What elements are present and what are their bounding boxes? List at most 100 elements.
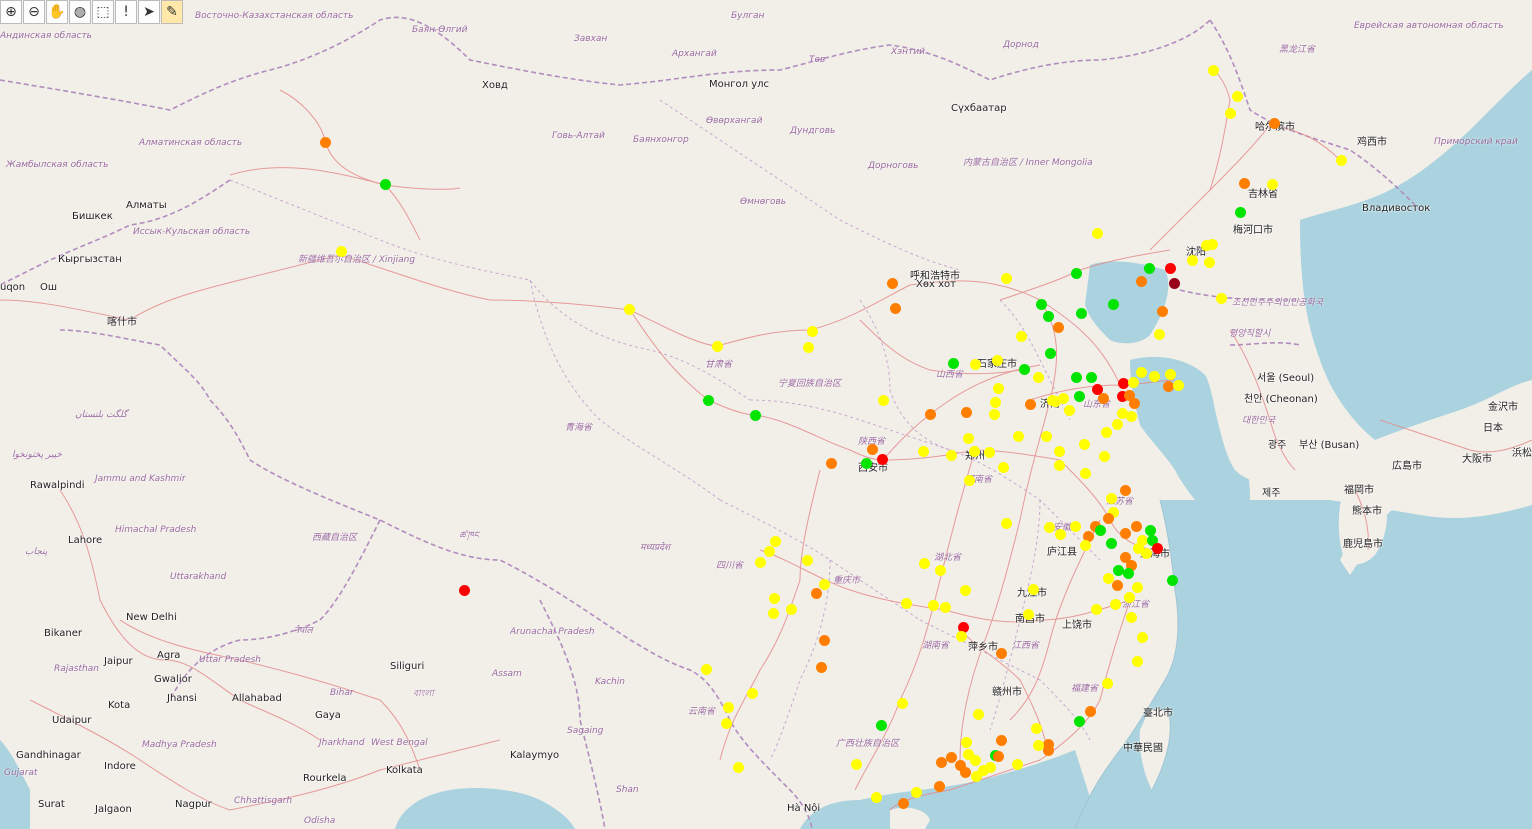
station-marker-yellow[interactable] xyxy=(746,687,758,699)
station-marker-yellow[interactable] xyxy=(1069,520,1081,532)
station-marker-yellow[interactable] xyxy=(962,748,974,760)
station-marker-orange[interactable] xyxy=(1082,530,1094,542)
station-marker-yellow[interactable] xyxy=(1186,254,1198,266)
station-marker-orange[interactable] xyxy=(1162,380,1174,392)
station-marker-yellow[interactable] xyxy=(1148,370,1160,382)
station-marker-yellow[interactable] xyxy=(970,770,982,782)
station-marker-yellow[interactable] xyxy=(1153,328,1165,340)
station-marker-yellow[interactable] xyxy=(1098,450,1110,462)
station-marker-red[interactable] xyxy=(1151,542,1163,554)
station-marker-yellow[interactable] xyxy=(767,607,779,619)
station-marker-yellow[interactable] xyxy=(910,786,922,798)
station-marker-yellow[interactable] xyxy=(1172,379,1184,391)
station-marker-orange[interactable] xyxy=(1119,527,1131,539)
station-marker-green[interactable] xyxy=(875,719,887,731)
station-marker-yellow[interactable] xyxy=(763,545,775,557)
station-marker-yellow[interactable] xyxy=(960,736,972,748)
station-marker-yellow[interactable] xyxy=(1136,534,1148,546)
station-marker-red[interactable] xyxy=(1117,377,1129,389)
station-marker-orange[interactable] xyxy=(1268,117,1280,129)
station-marker-orange[interactable] xyxy=(1111,579,1123,591)
station-marker-yellow[interactable] xyxy=(623,303,635,315)
station-marker-orange[interactable] xyxy=(933,780,945,792)
station-marker-yellow[interactable] xyxy=(850,758,862,770)
station-marker-yellow[interactable] xyxy=(1043,521,1055,533)
station-marker-yellow[interactable] xyxy=(1057,392,1069,404)
station-marker-orange[interactable] xyxy=(1128,397,1140,409)
station-marker-orange[interactable] xyxy=(960,406,972,418)
station-marker-yellow[interactable] xyxy=(1131,655,1143,667)
station-marker-green[interactable] xyxy=(1094,524,1106,536)
station-marker-yellow[interactable] xyxy=(1040,430,1052,442)
station-marker-yellow[interactable] xyxy=(1102,572,1114,584)
station-marker-yellow[interactable] xyxy=(806,325,818,337)
station-marker-green[interactable] xyxy=(1070,371,1082,383)
station-marker-green[interactable] xyxy=(1166,574,1178,586)
station-marker-yellow[interactable] xyxy=(801,554,813,566)
station-marker-green[interactable] xyxy=(1105,537,1117,549)
station-marker-yellow[interactable] xyxy=(720,717,732,729)
station-marker-green[interactable] xyxy=(1143,262,1155,274)
station-marker-yellow[interactable] xyxy=(984,761,996,773)
station-marker-green[interactable] xyxy=(1075,307,1087,319)
station-marker-yellow[interactable] xyxy=(768,592,780,604)
station-marker-yellow[interactable] xyxy=(955,630,967,642)
station-marker-yellow[interactable] xyxy=(1335,154,1347,166)
station-marker-yellow[interactable] xyxy=(1125,410,1137,422)
station-marker-yellow[interactable] xyxy=(1109,598,1121,610)
station-marker-red[interactable] xyxy=(1164,262,1176,274)
station-marker-yellow[interactable] xyxy=(1063,404,1075,416)
station-marker-yellow[interactable] xyxy=(972,708,984,720)
station-marker-yellow[interactable] xyxy=(969,358,981,370)
zoom-out-icon[interactable]: ⊖ xyxy=(23,0,45,24)
station-marker-orange[interactable] xyxy=(954,759,966,771)
station-marker-red[interactable] xyxy=(458,584,470,596)
station-marker-orange[interactable] xyxy=(866,443,878,455)
station-marker-orange[interactable] xyxy=(935,756,947,768)
station-marker-yellow[interactable] xyxy=(983,446,995,458)
station-marker-yellow[interactable] xyxy=(1032,371,1044,383)
station-marker-green[interactable] xyxy=(1044,347,1056,359)
station-marker-green[interactable] xyxy=(947,357,959,369)
station-marker-green[interactable] xyxy=(1146,534,1158,546)
station-marker-orange[interactable] xyxy=(886,277,898,289)
station-marker-yellow[interactable] xyxy=(1206,238,1218,250)
station-marker-green[interactable] xyxy=(860,457,872,469)
station-marker-orange[interactable] xyxy=(1089,520,1101,532)
station-marker-green[interactable] xyxy=(1107,298,1119,310)
station-marker-yellow[interactable] xyxy=(918,557,930,569)
station-marker-yellow[interactable] xyxy=(1100,426,1112,438)
station-marker-orange[interactable] xyxy=(959,766,971,778)
station-marker-green[interactable] xyxy=(749,409,761,421)
station-marker-orange[interactable] xyxy=(1119,551,1131,563)
station-marker-yellow[interactable] xyxy=(1000,272,1012,284)
station-marker-yellow[interactable] xyxy=(802,341,814,353)
station-marker-orange[interactable] xyxy=(889,302,901,314)
station-marker-yellow[interactable] xyxy=(1032,739,1044,751)
station-marker-green[interactable] xyxy=(1234,206,1246,218)
station-marker-yellow[interactable] xyxy=(977,764,989,776)
station-marker-orange[interactable] xyxy=(1119,484,1131,496)
station-marker-orange[interactable] xyxy=(815,661,827,673)
station-marker-yellow[interactable] xyxy=(927,599,939,611)
station-marker-yellow[interactable] xyxy=(1203,256,1215,268)
station-marker-yellow[interactable] xyxy=(959,584,971,596)
station-marker-yellow[interactable] xyxy=(1101,677,1113,689)
station-marker-yellow[interactable] xyxy=(1132,542,1144,554)
station-marker-red[interactable] xyxy=(957,621,969,633)
station-marker-yellow[interactable] xyxy=(939,601,951,613)
station-marker-yellow[interactable] xyxy=(963,474,975,486)
station-marker-yellow[interactable] xyxy=(1207,64,1219,76)
station-marker-orange[interactable] xyxy=(825,457,837,469)
station-marker-yellow[interactable] xyxy=(754,556,766,568)
station-marker-yellow[interactable] xyxy=(335,245,347,257)
station-marker-yellow[interactable] xyxy=(1053,459,1065,471)
station-marker-yellow[interactable] xyxy=(818,578,830,590)
station-marker-yellow[interactable] xyxy=(1000,517,1012,529)
station-marker-yellow[interactable] xyxy=(1224,107,1236,119)
station-marker-yellow[interactable] xyxy=(877,394,889,406)
station-marker-orange[interactable] xyxy=(924,408,936,420)
station-marker-yellow[interactable] xyxy=(962,432,974,444)
station-marker-yellow[interactable] xyxy=(1105,492,1117,504)
